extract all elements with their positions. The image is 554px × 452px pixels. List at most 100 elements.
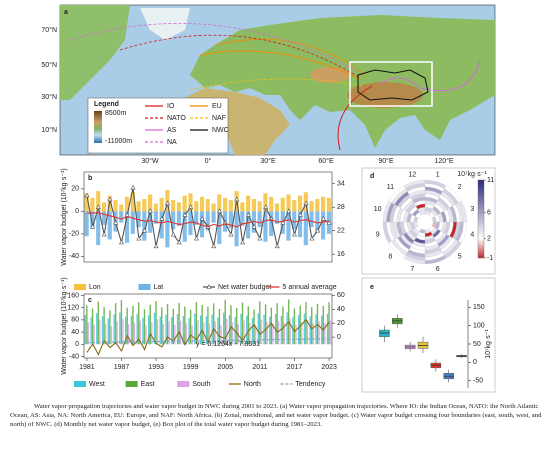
bar [159, 211, 164, 239]
bar [162, 323, 165, 345]
marker [165, 200, 171, 206]
marker [101, 231, 107, 237]
bar [107, 211, 112, 240]
bar [263, 193, 268, 212]
panel-label: a [64, 9, 68, 16]
bar [110, 326, 113, 345]
marker [309, 235, 315, 241]
legend-title: Legend [94, 101, 119, 108]
legend-label: 5 annual average [283, 284, 337, 291]
bar [87, 322, 90, 345]
bar [128, 324, 130, 345]
bar [172, 308, 175, 345]
bar [289, 318, 291, 345]
bar [126, 307, 128, 345]
month-label: 6 [436, 266, 440, 273]
bar [309, 201, 314, 212]
lon-label: 90°E [378, 157, 394, 165]
bar [228, 200, 233, 212]
marker [199, 216, 205, 221]
bar [179, 320, 182, 345]
bar [254, 325, 257, 345]
bar [324, 322, 326, 345]
bar [84, 315, 86, 345]
bar [165, 190, 170, 212]
bar [303, 211, 308, 246]
tick-label: 20 [71, 186, 79, 193]
legend-swatch [74, 381, 86, 387]
bar [97, 301, 100, 345]
bar [84, 211, 89, 237]
bar [270, 307, 273, 345]
bar [326, 313, 329, 345]
lon-label: 60°E [318, 157, 334, 165]
tick-label: 40 [71, 329, 79, 336]
legend-label: EU [212, 103, 222, 110]
bar [96, 191, 101, 212]
legend-swatch [177, 381, 190, 387]
legend-label: NATO [167, 115, 186, 122]
bar [113, 200, 118, 212]
bar [119, 211, 124, 223]
marker [118, 239, 124, 245]
plot-frame [83, 171, 333, 263]
bar [329, 320, 332, 345]
bar [194, 201, 199, 212]
bar [301, 322, 303, 345]
bar [277, 320, 280, 345]
bar [257, 313, 259, 345]
marker [188, 204, 194, 210]
panel-frame [361, 167, 496, 275]
map [59, 4, 496, 156]
figure: a 70°N 50°N 30°N 10°N 30°W 0° 30°E 60°E 90°E 120°E… [41, 4, 496, 393]
bar [103, 307, 105, 345]
bar [205, 211, 210, 231]
lon-label: 120°E [434, 157, 453, 165]
bar [269, 316, 271, 345]
bar [299, 305, 301, 345]
bar [312, 323, 314, 345]
bar [251, 211, 256, 233]
tick-label: 0 [337, 334, 341, 341]
bar [159, 316, 161, 345]
tick-label: 16 [337, 251, 345, 258]
marker [113, 220, 119, 225]
bar [166, 304, 169, 345]
legend-label: NAF [212, 115, 226, 122]
bar [143, 309, 146, 345]
bar [311, 307, 313, 345]
bar [211, 211, 216, 223]
bar [86, 305, 88, 345]
bar [153, 203, 158, 212]
bar [249, 322, 251, 345]
bar [297, 315, 300, 345]
bar [263, 211, 268, 242]
bar [145, 325, 147, 345]
lat-label: 10°N [41, 126, 57, 134]
bar [243, 320, 245, 345]
bar [124, 196, 130, 212]
marker [147, 208, 153, 213]
bar [90, 211, 95, 229]
marker [211, 243, 217, 249]
bar [130, 211, 135, 234]
bar [208, 323, 211, 345]
bar [90, 317, 92, 345]
bar [274, 211, 280, 224]
unit-label: 10⁷kg·s⁻¹ [457, 171, 487, 178]
bar [297, 211, 303, 238]
legend-marker [206, 284, 212, 289]
elev-max: 8500m [105, 110, 127, 117]
bar [217, 211, 222, 244]
bar [142, 211, 147, 241]
marker [107, 196, 113, 202]
bar [201, 304, 203, 345]
tick-label: -50 [473, 378, 483, 385]
legend-label: IO [167, 103, 175, 110]
legend-label: West [89, 381, 105, 388]
bar [199, 315, 202, 345]
bar [119, 312, 121, 345]
legend-label: North [244, 381, 261, 388]
bar [156, 319, 159, 345]
bar [228, 211, 233, 229]
